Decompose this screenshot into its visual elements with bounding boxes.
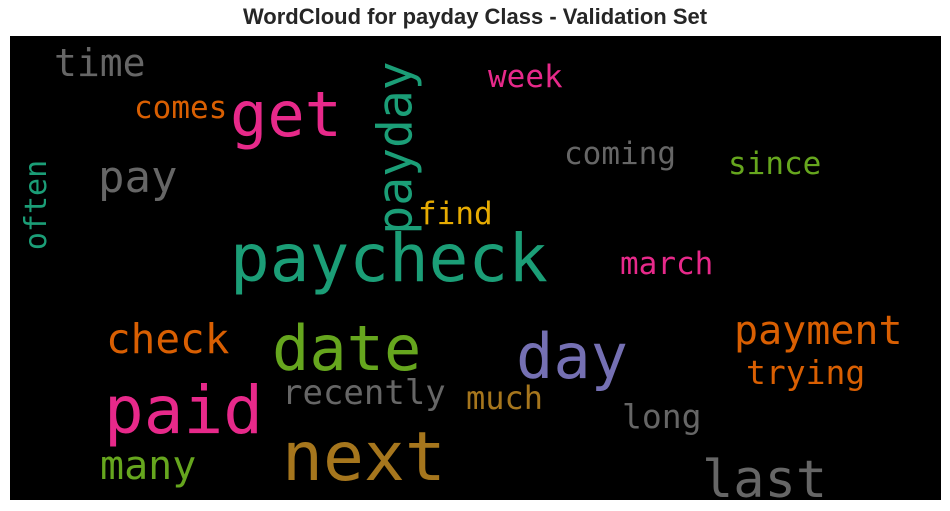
word-since: since xyxy=(728,146,822,182)
word-last: last xyxy=(702,450,828,510)
word-long: long xyxy=(622,397,702,436)
word-coming: coming xyxy=(564,136,676,172)
word-much: much xyxy=(466,379,544,417)
word-often: often xyxy=(19,159,55,251)
word-payment: payment xyxy=(734,308,903,354)
word-pay: pay xyxy=(98,152,178,203)
word-march: march xyxy=(620,246,714,282)
word-get: get xyxy=(230,78,342,151)
word-paid: paid xyxy=(104,372,263,449)
word-recently: recently xyxy=(282,373,446,413)
word-day: day xyxy=(516,320,628,393)
word-comes: comes xyxy=(134,90,228,126)
word-next: next xyxy=(282,418,446,497)
word-date: date xyxy=(272,312,422,385)
word-time: time xyxy=(54,41,146,85)
chart-title: WordCloud for payday Class - Validation … xyxy=(242,4,708,29)
word-paycheck: paycheck xyxy=(230,220,548,297)
word-find: find xyxy=(418,196,493,232)
word-check: check xyxy=(106,315,230,363)
word-trying: trying xyxy=(746,353,866,392)
word-payday: payday xyxy=(367,61,424,235)
wordcloud-canvas: time get payday week comes coming since … xyxy=(10,36,941,506)
word-many: many xyxy=(100,443,197,489)
word-week: week xyxy=(488,59,563,95)
